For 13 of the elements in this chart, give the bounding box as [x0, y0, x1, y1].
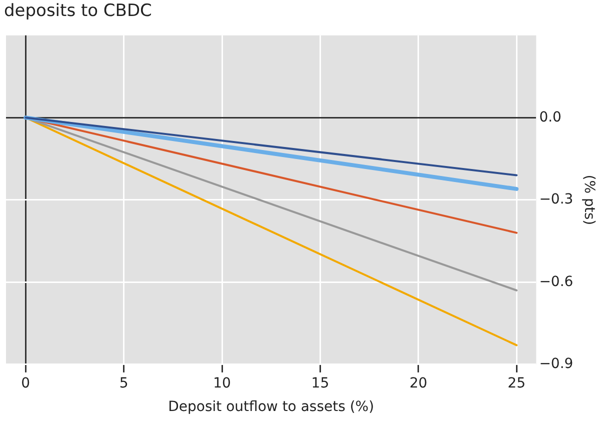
- x-tick-label: 15: [311, 375, 330, 392]
- y-tick-label: −0.6: [539, 274, 574, 290]
- y-tick-label: −0.3: [539, 192, 574, 208]
- x-tick-label: 25: [508, 375, 526, 392]
- y-axis-title: (% pts): [580, 174, 597, 226]
- x-tick-label: 20: [409, 375, 428, 392]
- x-tick-label: 5: [119, 375, 128, 392]
- y-tick-label: 0.0: [539, 109, 562, 126]
- y-tick-label: −0.9: [539, 356, 574, 372]
- x-axis-title: Deposit outflow to assets (%): [168, 399, 374, 416]
- x-tick-label: 0: [21, 375, 30, 392]
- chart-title: deposits to CBDC: [3, 0, 153, 23]
- x-tick-label: 10: [213, 375, 231, 392]
